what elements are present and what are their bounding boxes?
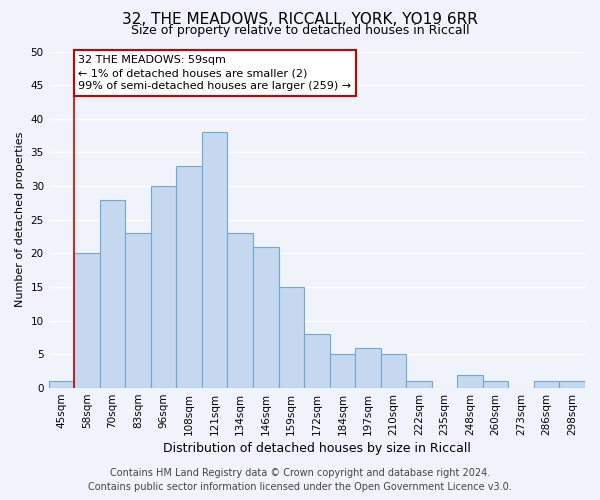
Bar xyxy=(100,200,125,388)
Text: Size of property relative to detached houses in Riccall: Size of property relative to detached ho… xyxy=(131,24,469,37)
Bar xyxy=(406,382,432,388)
Bar xyxy=(74,254,100,388)
Bar xyxy=(304,334,329,388)
Bar xyxy=(483,382,508,388)
Bar xyxy=(202,132,227,388)
Bar xyxy=(151,186,176,388)
Bar xyxy=(559,382,585,388)
Bar xyxy=(125,233,151,388)
Bar xyxy=(380,354,406,388)
Bar xyxy=(227,233,253,388)
Bar xyxy=(176,166,202,388)
Text: Contains HM Land Registry data © Crown copyright and database right 2024.
Contai: Contains HM Land Registry data © Crown c… xyxy=(88,468,512,492)
Text: 32, THE MEADOWS, RICCALL, YORK, YO19 6RR: 32, THE MEADOWS, RICCALL, YORK, YO19 6RR xyxy=(122,12,478,28)
X-axis label: Distribution of detached houses by size in Riccall: Distribution of detached houses by size … xyxy=(163,442,471,455)
Y-axis label: Number of detached properties: Number of detached properties xyxy=(15,132,25,308)
Bar xyxy=(49,382,74,388)
Bar xyxy=(355,348,380,388)
Bar xyxy=(278,287,304,388)
Text: 32 THE MEADOWS: 59sqm
← 1% of detached houses are smaller (2)
99% of semi-detach: 32 THE MEADOWS: 59sqm ← 1% of detached h… xyxy=(78,55,351,92)
Bar xyxy=(457,374,483,388)
Bar xyxy=(534,382,559,388)
Bar xyxy=(253,246,278,388)
Bar xyxy=(329,354,355,388)
